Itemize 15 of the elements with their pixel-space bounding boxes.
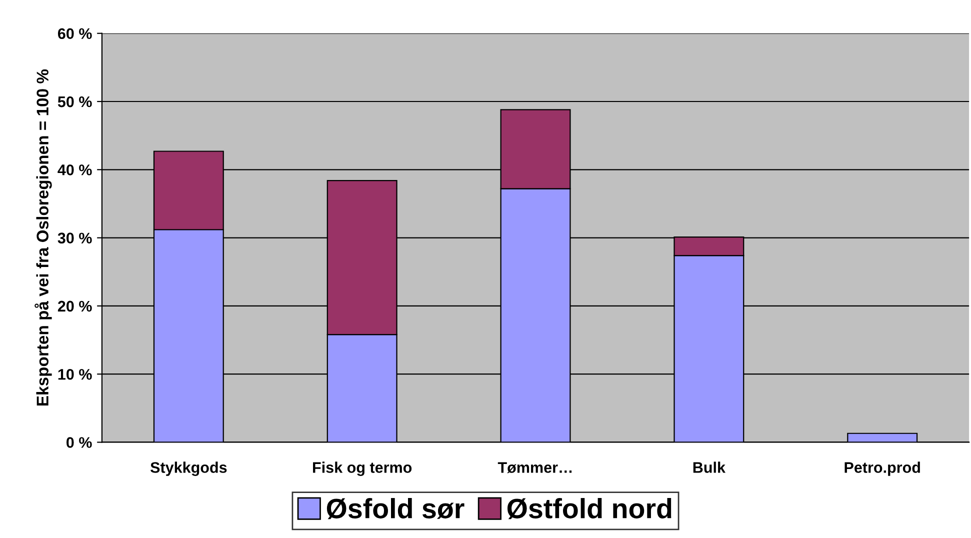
y-tick-label: 40 %	[58, 164, 92, 176]
x-tick-label: Tømmer…	[498, 462, 572, 474]
y-tick-label: 0 %	[66, 437, 92, 448]
y-tick-label: 20 %	[58, 300, 92, 312]
y-tick-label: 30 %	[58, 232, 92, 244]
y-tick-label: 60 %	[58, 28, 92, 40]
legend-label: Østfold nord	[507, 498, 672, 520]
y-axis-title: Eksporten på vei fra Osloregionen = 100 %	[34, 69, 52, 406]
x-tick-label: Petro.prod	[844, 462, 920, 476]
x-tick-label: Fisk og termo	[313, 462, 412, 476]
x-tick-label: Bulk	[693, 462, 726, 473]
legend-label: Øsfold sør	[326, 498, 464, 520]
y-tick-label: 50 %	[58, 96, 92, 108]
x-tick-label: Stykkgods	[150, 462, 227, 476]
y-tick-label: 10 %	[58, 368, 92, 380]
